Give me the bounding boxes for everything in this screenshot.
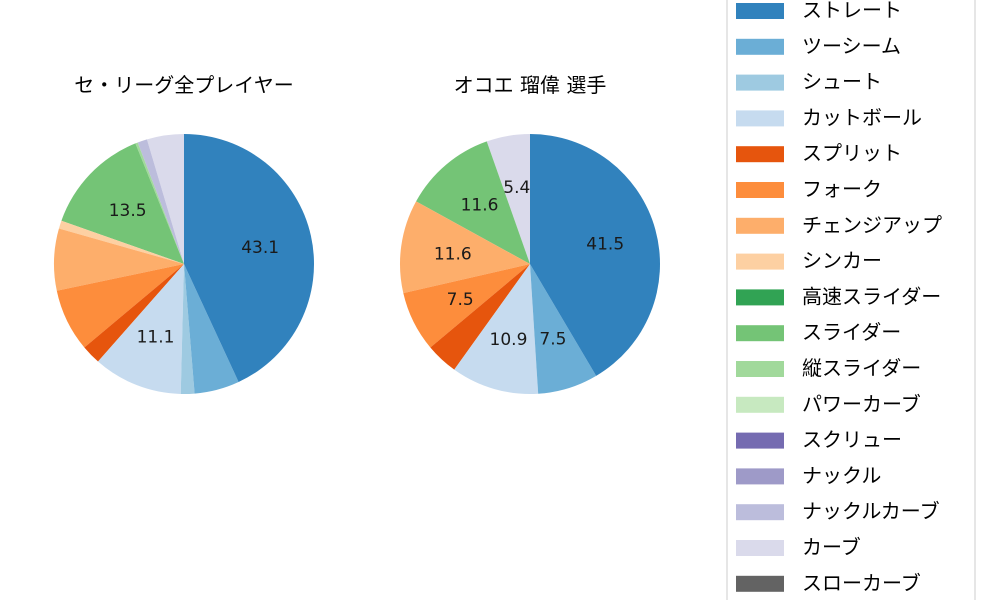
legend-swatch-3 [736,110,784,127]
pie-data-label-player-1: 7.5 [539,330,566,350]
pie-slice-league-3 [98,264,184,394]
legend-swatch-9 [736,325,784,342]
pie-data-label-player-9: 11.6 [461,196,499,216]
pie-slice-league-14 [137,139,184,264]
pie-title-player: オコエ 瑠偉 選手 [454,73,607,97]
pie-slice-league-4 [84,264,184,362]
legend-label-16: スローカーブ [802,571,921,595]
legend-label-12: スクリュー [802,428,902,452]
legend-label-15: カーブ [802,535,861,559]
legend-label-5: フォーク [802,177,882,201]
legend-swatch-12 [736,432,784,449]
pie-slice-player-4 [430,264,530,370]
pie-slice-league-5 [56,264,184,348]
legend-swatch-0 [736,3,784,19]
legend-label-10: 縦スライダー [802,356,921,380]
legend-swatch-15 [736,540,784,556]
legend-swatch-11 [736,396,784,413]
pie-slice-league-2 [180,264,195,394]
pie-data-label-player-15: 5.4 [503,178,530,198]
legend-label-7: シンカー [802,249,882,273]
legend-swatch-4 [736,146,784,163]
legend-swatch-13 [736,468,784,485]
legend-swatch-1 [736,38,784,55]
pie-data-label-player-5: 7.5 [447,290,474,310]
legend-frame [726,0,976,604]
pie-data-label-league-9: 13.5 [109,201,147,221]
legend-label-3: カットボール [802,105,922,129]
pie-data-label-player-0: 41.5 [586,234,624,254]
pie-slice-player-0 [530,134,660,376]
pie-data-label-league-0: 43.1 [241,238,279,258]
pie-slice-league-7 [58,220,184,264]
legend-label-8: 高速スライダー [802,284,941,308]
legend-label-9: スライダー [802,320,901,344]
legend-swatch-14 [736,504,784,521]
legend-swatch-10 [736,361,784,377]
legend-label-14: ナックルカーブ [802,499,940,523]
pie-slice-league-10 [135,142,184,264]
legend-label-2: シュート [802,70,882,94]
pie-data-label-player-3: 10.9 [490,330,528,350]
legend-label-4: スプリット [802,141,902,165]
legend-label-1: ツーシーム [802,34,901,58]
legend-swatch-8 [736,289,784,306]
pie-slice-player-3 [454,264,539,394]
legend: ストレートツーシームシュートカットボールスプリットフォークチェンジアップシンカー… [726,0,976,604]
pie-chart-player: オコエ 瑠偉 選手 41.57.510.97.511.611.65.4 [399,73,660,394]
pie-slice-player-9 [416,141,530,264]
pie-slice-league-1 [184,264,239,394]
legend-swatch-2 [736,74,784,91]
pie-title-league: セ・リーグ全プレイヤー [74,73,293,97]
pie-chart-league: セ・リーグ全プレイヤー 43.1 11.1 13.5 [54,73,314,394]
pie-slice-league-15 [146,134,184,264]
legend-swatch-6 [736,217,784,234]
legend-swatch-5 [736,182,784,198]
pie-data-label-player-6: 11.6 [434,244,472,264]
legend-label-6: チェンジアップ [802,213,942,237]
pie-slice-player-15 [486,134,530,264]
legend-swatch-7 [736,253,784,270]
pie-slice-league-9 [61,143,184,264]
pie-slice-league-0 [184,134,314,382]
pie-slice-league-6 [54,228,184,291]
pie-slice-player-1 [530,264,597,394]
pie-slice-player-5 [403,264,530,348]
pie-data-label-league-3: 11.1 [137,328,175,348]
legend-label-11: パワーカーブ [802,392,921,416]
legend-label-13: ナックル [802,463,881,487]
pie-slice-player-6 [399,201,530,294]
legend-label-0: ストレート [802,0,902,22]
legend-swatch-16 [736,575,784,592]
